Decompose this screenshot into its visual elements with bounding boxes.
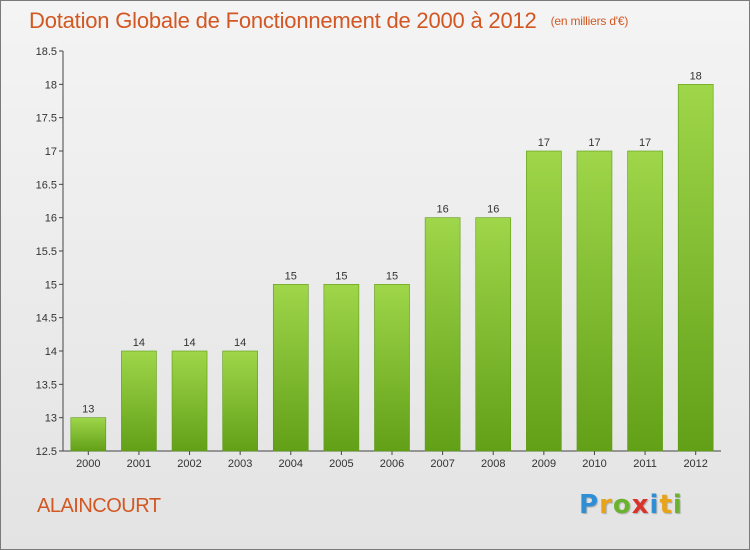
bar-2008 <box>475 217 512 452</box>
x-tick-label-2000: 2000 <box>76 458 100 470</box>
value-label-2009: 17 <box>538 137 550 149</box>
value-label-2006: 15 <box>386 270 398 282</box>
x-tick-label-2006: 2006 <box>380 458 404 470</box>
bar-2006 <box>374 284 410 452</box>
bar-2012 <box>677 84 714 452</box>
bar-2001 <box>121 350 157 452</box>
value-label-2004: 15 <box>285 270 297 282</box>
y-tick-label: 14.5 <box>36 313 57 325</box>
y-tick-label: 15 <box>45 279 57 291</box>
x-tick-label-2008: 2008 <box>481 458 505 470</box>
value-label-2002: 14 <box>183 337 195 349</box>
y-tick-label: 14 <box>45 346 57 358</box>
bars: 13 14 14 14 15 15 15 16 16 17 17 17 18 <box>70 70 714 452</box>
chart-title-unit: (en milliers d'€) <box>550 14 629 28</box>
logo-letter: r <box>599 490 613 520</box>
y-tick-label: 13.5 <box>36 379 57 391</box>
chart-title-text: Dotation Globale de Fonctionnement de 20… <box>29 8 537 33</box>
y-tick-label: 12.5 <box>36 446 57 458</box>
chart-title: Dotation Globale de Fonctionnement de 20… <box>29 8 628 34</box>
value-label-2010: 17 <box>588 137 600 149</box>
commune-name: ALAINCOURT <box>37 495 161 517</box>
x-tick-label-2009: 2009 <box>532 458 556 470</box>
value-label-2008: 16 <box>487 204 499 216</box>
x-tick-label-2010: 2010 <box>582 458 606 470</box>
x-tick-label-2002: 2002 <box>177 458 201 470</box>
value-label-2012: 18 <box>690 70 702 82</box>
value-label-2003: 14 <box>234 337 246 349</box>
x-tick-label-2001: 2001 <box>127 458 151 470</box>
proxiti-logo[interactable]: Proxiti <box>579 490 683 520</box>
bar-2011 <box>627 150 663 452</box>
x-tick-label-2005: 2005 <box>329 458 353 470</box>
x-tick-label-2011: 2011 <box>633 458 657 470</box>
logo-letter: i <box>649 490 660 520</box>
bar-2000 <box>70 417 107 452</box>
bar-2003 <box>222 350 258 452</box>
value-label-2007: 16 <box>436 204 448 216</box>
value-label-2001: 14 <box>133 337 145 349</box>
y-tick-label: 16 <box>45 213 57 225</box>
logo-letter: o <box>612 490 632 520</box>
x-tick-label-2007: 2007 <box>430 458 454 470</box>
bar-2009 <box>526 150 562 452</box>
logo-letter: P <box>579 490 600 520</box>
x-tick-label-2003: 2003 <box>228 458 252 470</box>
logo-letter: i <box>672 490 683 520</box>
bar-2004 <box>272 284 309 452</box>
x-tick-label-2012: 2012 <box>683 458 707 470</box>
y-axis: 12.5 13 13.5 14 14.5 15 15.5 16 16.5 17 17.5 18 18.5 <box>36 46 64 458</box>
y-tick-label: 18 <box>45 79 57 91</box>
value-label-2011: 17 <box>639 137 651 149</box>
y-tick-label: 16.5 <box>36 179 57 191</box>
logo-letter: t <box>659 490 673 520</box>
x-tick-label-2004: 2004 <box>279 458 303 470</box>
y-tick-label: 15.5 <box>36 246 57 258</box>
y-tick-label: 17 <box>45 146 57 158</box>
bar-2010 <box>576 150 613 452</box>
y-tick-label: 18.5 <box>36 46 57 58</box>
y-tick-label: 17.5 <box>36 113 57 125</box>
y-tick-label: 13 <box>45 413 57 425</box>
bar-2002 <box>171 350 208 452</box>
value-label-2005: 15 <box>335 270 347 282</box>
value-label-2000: 13 <box>82 404 94 416</box>
bar-2005 <box>323 284 360 452</box>
logo-letter: x <box>631 490 650 520</box>
x-axis: 2000 2001 2002 2003 2004 2005 2006 2007 2008 2009… <box>63 450 721 470</box>
bar-2007 <box>424 217 461 452</box>
